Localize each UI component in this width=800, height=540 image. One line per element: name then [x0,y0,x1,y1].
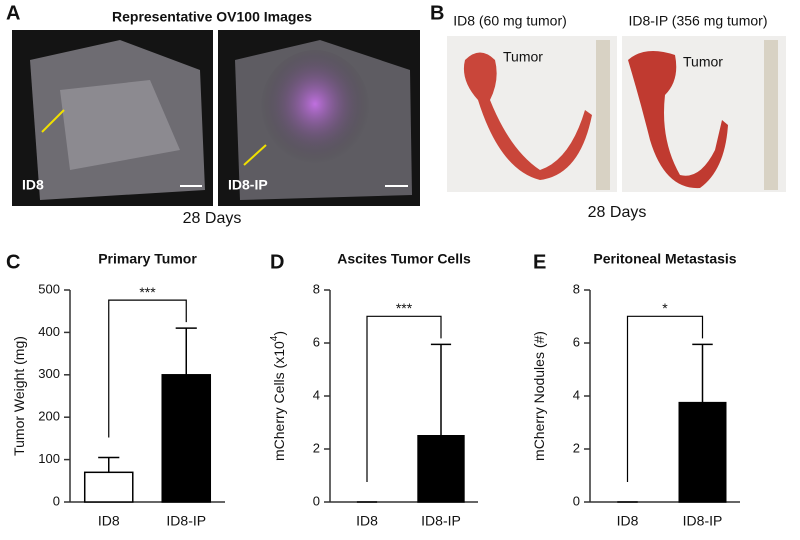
y-tick-label: 0 [573,493,580,508]
chart-title: Peritoneal Metastasis [593,251,736,267]
photo-label: ID8-IP [228,177,268,193]
y-axis-label: Tumor Weight (mg) [11,336,27,456]
y-tick-label: 4 [573,387,580,402]
y-tick-label: 2 [573,440,580,455]
significance-bracket [626,315,704,482]
y-tick-label: 0 [313,493,320,508]
photo: ID8-IP [218,30,420,206]
photo: Tumor [622,36,786,192]
panel-label: B [430,2,444,24]
panel-label: D [270,251,284,273]
y-tick-label: 400 [38,324,60,339]
y-tick-label: 8 [573,281,580,296]
photo-title: ID8 (60 mg tumor) [453,13,567,29]
photo-label: ID8 [22,177,44,193]
panel-label: C [6,251,20,273]
significance-label: *** [396,300,413,316]
significance-label: *** [139,284,156,300]
chart-title: Primary Tumor [98,251,197,267]
y-axis-label-text: mCherry Cells (x10 [271,341,287,461]
panel-label: E [533,251,546,273]
x-tick-label: ID8-IP [421,513,461,529]
x-tick-label: ID8 [617,513,639,529]
photo-title: ID8-IP (356 mg tumor) [628,13,767,29]
y-axis-label-text: mCherry Nodules (#) [531,331,547,461]
y-axis-label-text: Tumor Weight (mg) [11,336,27,456]
x-tick-label: ID8 [98,513,120,529]
caption: 28 Days [588,204,647,221]
photo-label: Tumor [503,49,543,65]
x-tick-label: ID8-IP [166,513,206,529]
bar [678,401,727,503]
significance-bracket [366,315,442,482]
y-tick-label: 8 [313,281,320,296]
bar [161,374,212,503]
panel-label: A [6,2,20,24]
photo: Tumor [447,36,617,192]
y-tick-label: 100 [38,451,60,466]
y-axis-label: mCherry Nodules (#) [531,331,547,461]
y-tick-label: 0 [53,493,60,508]
y-tick-label: 2 [313,440,320,455]
photo: ID8 [12,30,213,206]
y-axis-label-text: ) [271,331,287,336]
y-tick-label: 200 [38,409,60,424]
panel-title: Representative OV100 Images [112,9,312,25]
significance-label: * [662,300,668,316]
y-tick-label: 4 [313,387,320,402]
significance-bracket [108,299,187,438]
photo-label: Tumor [683,54,723,70]
y-tick-label: 6 [573,334,580,349]
chart-title: Ascites Tumor Cells [337,251,471,267]
x-tick-label: ID8-IP [683,513,723,529]
y-tick-label: 300 [38,366,60,381]
caption: 28 Days [183,210,242,227]
y-tick-label: 6 [313,334,320,349]
y-tick-label: 500 [38,281,60,296]
x-tick-label: ID8 [356,513,378,529]
bar [417,435,465,503]
y-axis-label: mCherry Cells (x104) [269,331,287,461]
bar [83,471,134,503]
y-axis-label-sup: 4 [269,335,280,341]
